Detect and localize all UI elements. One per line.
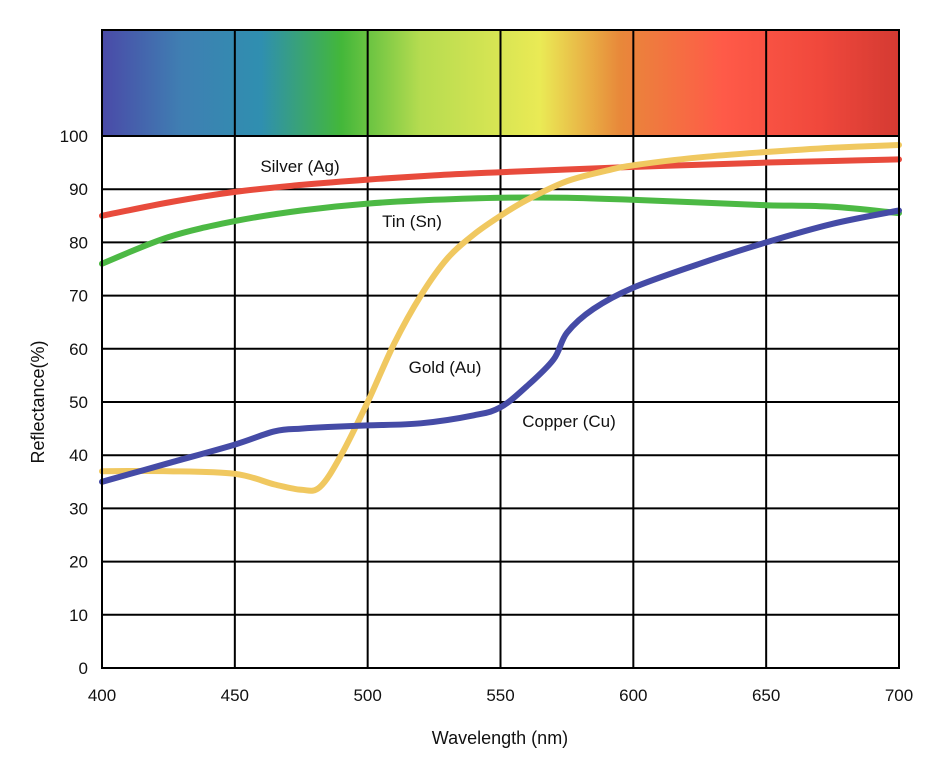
y-tick-label-70: 70	[69, 287, 88, 306]
y-tick-label-20: 20	[69, 553, 88, 572]
x-tick-label-400: 400	[88, 686, 116, 705]
y-tick-label-10: 10	[69, 606, 88, 625]
series-line-silver-ag	[99, 156, 902, 219]
x-tick-label-600: 600	[619, 686, 647, 705]
y-tick-label-80: 80	[69, 233, 88, 252]
x-axis-label: Wavelength (nm)	[432, 728, 568, 748]
y-tick-label-100: 100	[60, 127, 88, 146]
y-tick-label-0: 0	[79, 659, 88, 678]
y-tick-label-50: 50	[69, 393, 88, 412]
x-tick-label-450: 450	[221, 686, 249, 705]
y-tick-label-40: 40	[69, 446, 88, 465]
y-tick-label-90: 90	[69, 180, 88, 199]
x-tick-label-650: 650	[752, 686, 780, 705]
series-line-gold-au	[99, 142, 902, 494]
series-label-silver-ag: Silver (Ag)	[260, 157, 339, 176]
series-label-gold-au: Gold (Au)	[409, 358, 482, 377]
y-tick-label-30: 30	[69, 499, 88, 518]
series-label-copper-cu: Copper (Cu)	[522, 412, 616, 431]
y-tick-label-60: 60	[69, 340, 88, 359]
x-tick-label-700: 700	[885, 686, 913, 705]
y-axis-label: Reflectance(%)	[28, 340, 48, 463]
series-lines	[99, 142, 902, 494]
series-labels: Silver (Ag) Tin (Sn) Gold (Au) Copper (Cu)	[260, 157, 615, 431]
series-line-tin-sn	[99, 194, 902, 267]
series-label-tin-sn: Tin (Sn)	[382, 212, 442, 231]
plot-frame	[101, 135, 900, 669]
series-line-copper-cu	[99, 207, 902, 485]
x-tick-label-500: 500	[353, 686, 381, 705]
x-tick-label-550: 550	[486, 686, 514, 705]
tick-labels: 400 450 500 550 600 650 700 0 10 20 30 40 50 60 70 80 90…	[60, 127, 914, 705]
